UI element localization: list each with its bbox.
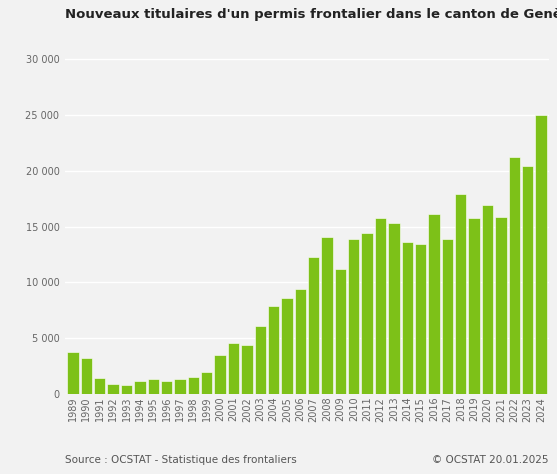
Bar (348, 239, 359, 394)
Bar (482, 205, 493, 394)
Bar (67, 352, 79, 394)
Bar (455, 194, 466, 394)
Bar (522, 166, 533, 394)
Bar (241, 345, 252, 394)
Bar (81, 358, 92, 394)
Bar (148, 380, 159, 394)
Bar (335, 269, 346, 394)
Bar (201, 372, 212, 394)
Bar (495, 217, 506, 394)
Bar (415, 245, 426, 394)
Bar (134, 381, 145, 394)
Bar (402, 242, 413, 394)
Bar (161, 381, 172, 394)
Bar (468, 218, 480, 394)
Bar (188, 377, 199, 394)
Bar (228, 343, 239, 394)
Bar (361, 233, 373, 394)
Bar (214, 355, 226, 394)
Bar (94, 378, 105, 394)
Bar (295, 289, 306, 394)
Bar (281, 298, 292, 394)
Bar (535, 115, 546, 394)
Bar (174, 380, 185, 394)
Bar (509, 157, 520, 394)
Text: Source : OCSTAT - Statistique des frontaliers: Source : OCSTAT - Statistique des fronta… (65, 456, 297, 465)
Bar (255, 326, 266, 394)
Bar (375, 218, 386, 394)
Text: Nouveaux titulaires d'un permis frontalier dans le canton de Genève, depuis 1989: Nouveaux titulaires d'un permis frontali… (65, 8, 557, 21)
Bar (121, 385, 132, 394)
Bar (321, 237, 333, 394)
Bar (428, 214, 439, 394)
Bar (108, 384, 119, 394)
Bar (442, 239, 453, 394)
Text: © OCSTAT 20.01.2025: © OCSTAT 20.01.2025 (432, 456, 549, 465)
Bar (388, 223, 399, 394)
Bar (268, 306, 279, 394)
Bar (308, 257, 319, 394)
